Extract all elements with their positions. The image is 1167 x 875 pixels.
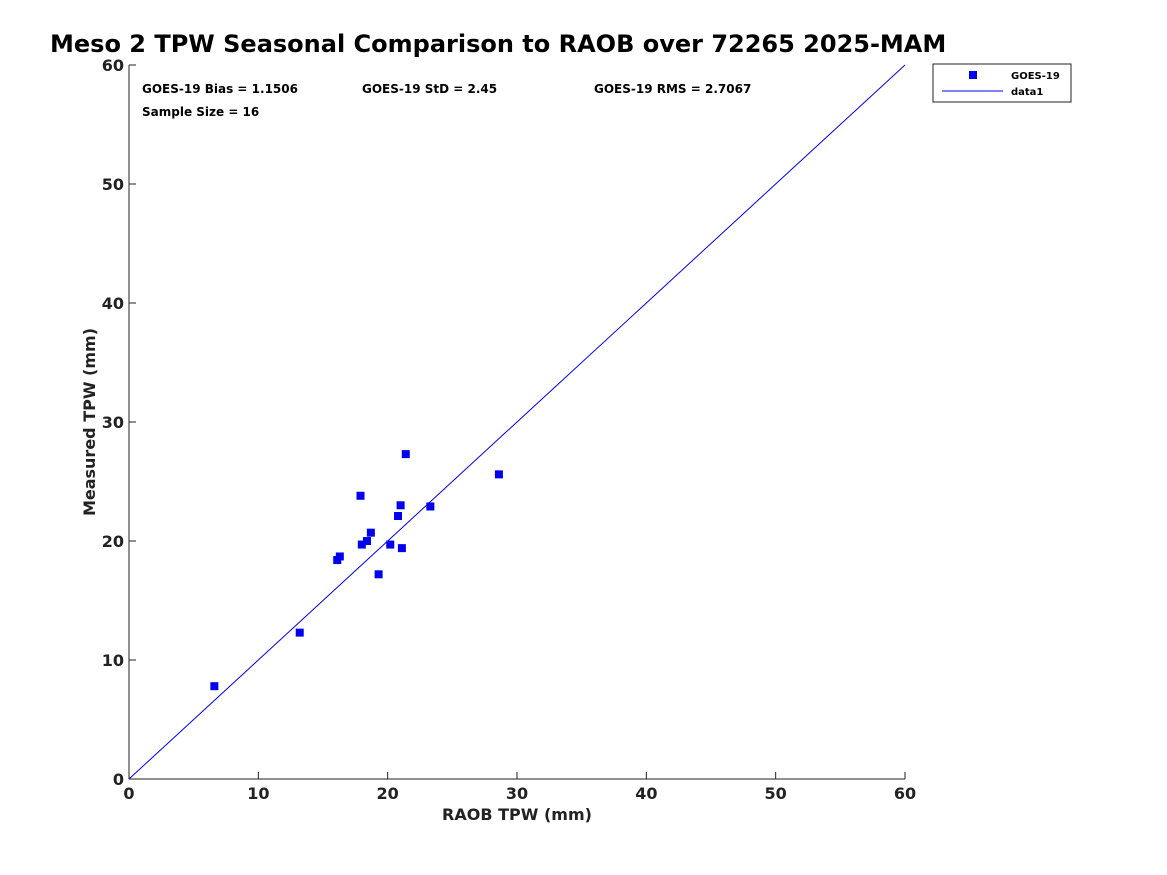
x-tick-label: 30: [506, 784, 528, 803]
x-tick-label: 20: [377, 784, 399, 803]
x-tick-label: 40: [635, 784, 657, 803]
x-axis-label: RAOB TPW (mm): [442, 805, 592, 824]
data-point: [401, 450, 410, 459]
data-point: [335, 552, 344, 561]
data-point: [397, 544, 406, 553]
legend-box: [932, 63, 1072, 103]
data-point: [394, 512, 403, 521]
bias-annotation: GOES-19 Bias = 1.1506: [142, 82, 298, 96]
legend-marker-square-icon: [969, 71, 977, 79]
y-tick-label: 50: [102, 175, 124, 194]
y-tick-label: 60: [102, 56, 124, 75]
y-axis-label: Measured TPW (mm): [80, 328, 99, 516]
sample-size-annotation: Sample Size = 16: [142, 105, 259, 119]
data-point: [357, 540, 366, 549]
plot-area: 0 10 20 30 40 50 60 0 10 20 30 40 50 60: [102, 56, 916, 803]
y-tick-label: 40: [102, 294, 124, 313]
x-tick-label: 0: [123, 784, 134, 803]
data-point: [210, 682, 219, 691]
std-annotation: GOES-19 StD = 2.45: [362, 82, 497, 96]
data-point: [426, 502, 435, 511]
rms-annotation: GOES-19 RMS = 2.7067: [594, 82, 751, 96]
y-tick-label: 20: [102, 532, 124, 551]
data-point: [356, 491, 365, 500]
y-tick-label: 10: [102, 651, 124, 670]
stats-annotation: GOES-19 Bias = 1.1506 GOES-19 StD = 2.45…: [142, 82, 751, 119]
legend-entry-goes19: GOES-19: [1011, 71, 1060, 82]
x-ticks: 0 10 20 30 40 50 60: [123, 772, 916, 803]
data-point: [295, 628, 304, 637]
data-point: [366, 528, 375, 537]
data-point: [494, 470, 503, 479]
legend-entry-data1: data1: [1011, 87, 1043, 98]
data-point: [362, 537, 371, 545]
x-tick-label: 50: [765, 784, 787, 803]
data-point: [396, 501, 405, 510]
y-tick-label: 0: [113, 770, 124, 789]
series-layer: [128, 64, 906, 780]
data-point: [386, 540, 395, 549]
legend[interactable]: GOES-19 data1: [932, 63, 1072, 103]
y-ticks: 0 10 20 30 40 50 60: [102, 56, 136, 789]
data-point: [374, 570, 383, 579]
reference-line-data1: [128, 64, 906, 780]
chart-title: Meso 2 TPW Seasonal Comparison to RAOB o…: [50, 30, 946, 58]
y-tick-label: 30: [102, 413, 124, 432]
x-tick-label: 10: [247, 784, 269, 803]
x-tick-label: 60: [894, 784, 916, 803]
